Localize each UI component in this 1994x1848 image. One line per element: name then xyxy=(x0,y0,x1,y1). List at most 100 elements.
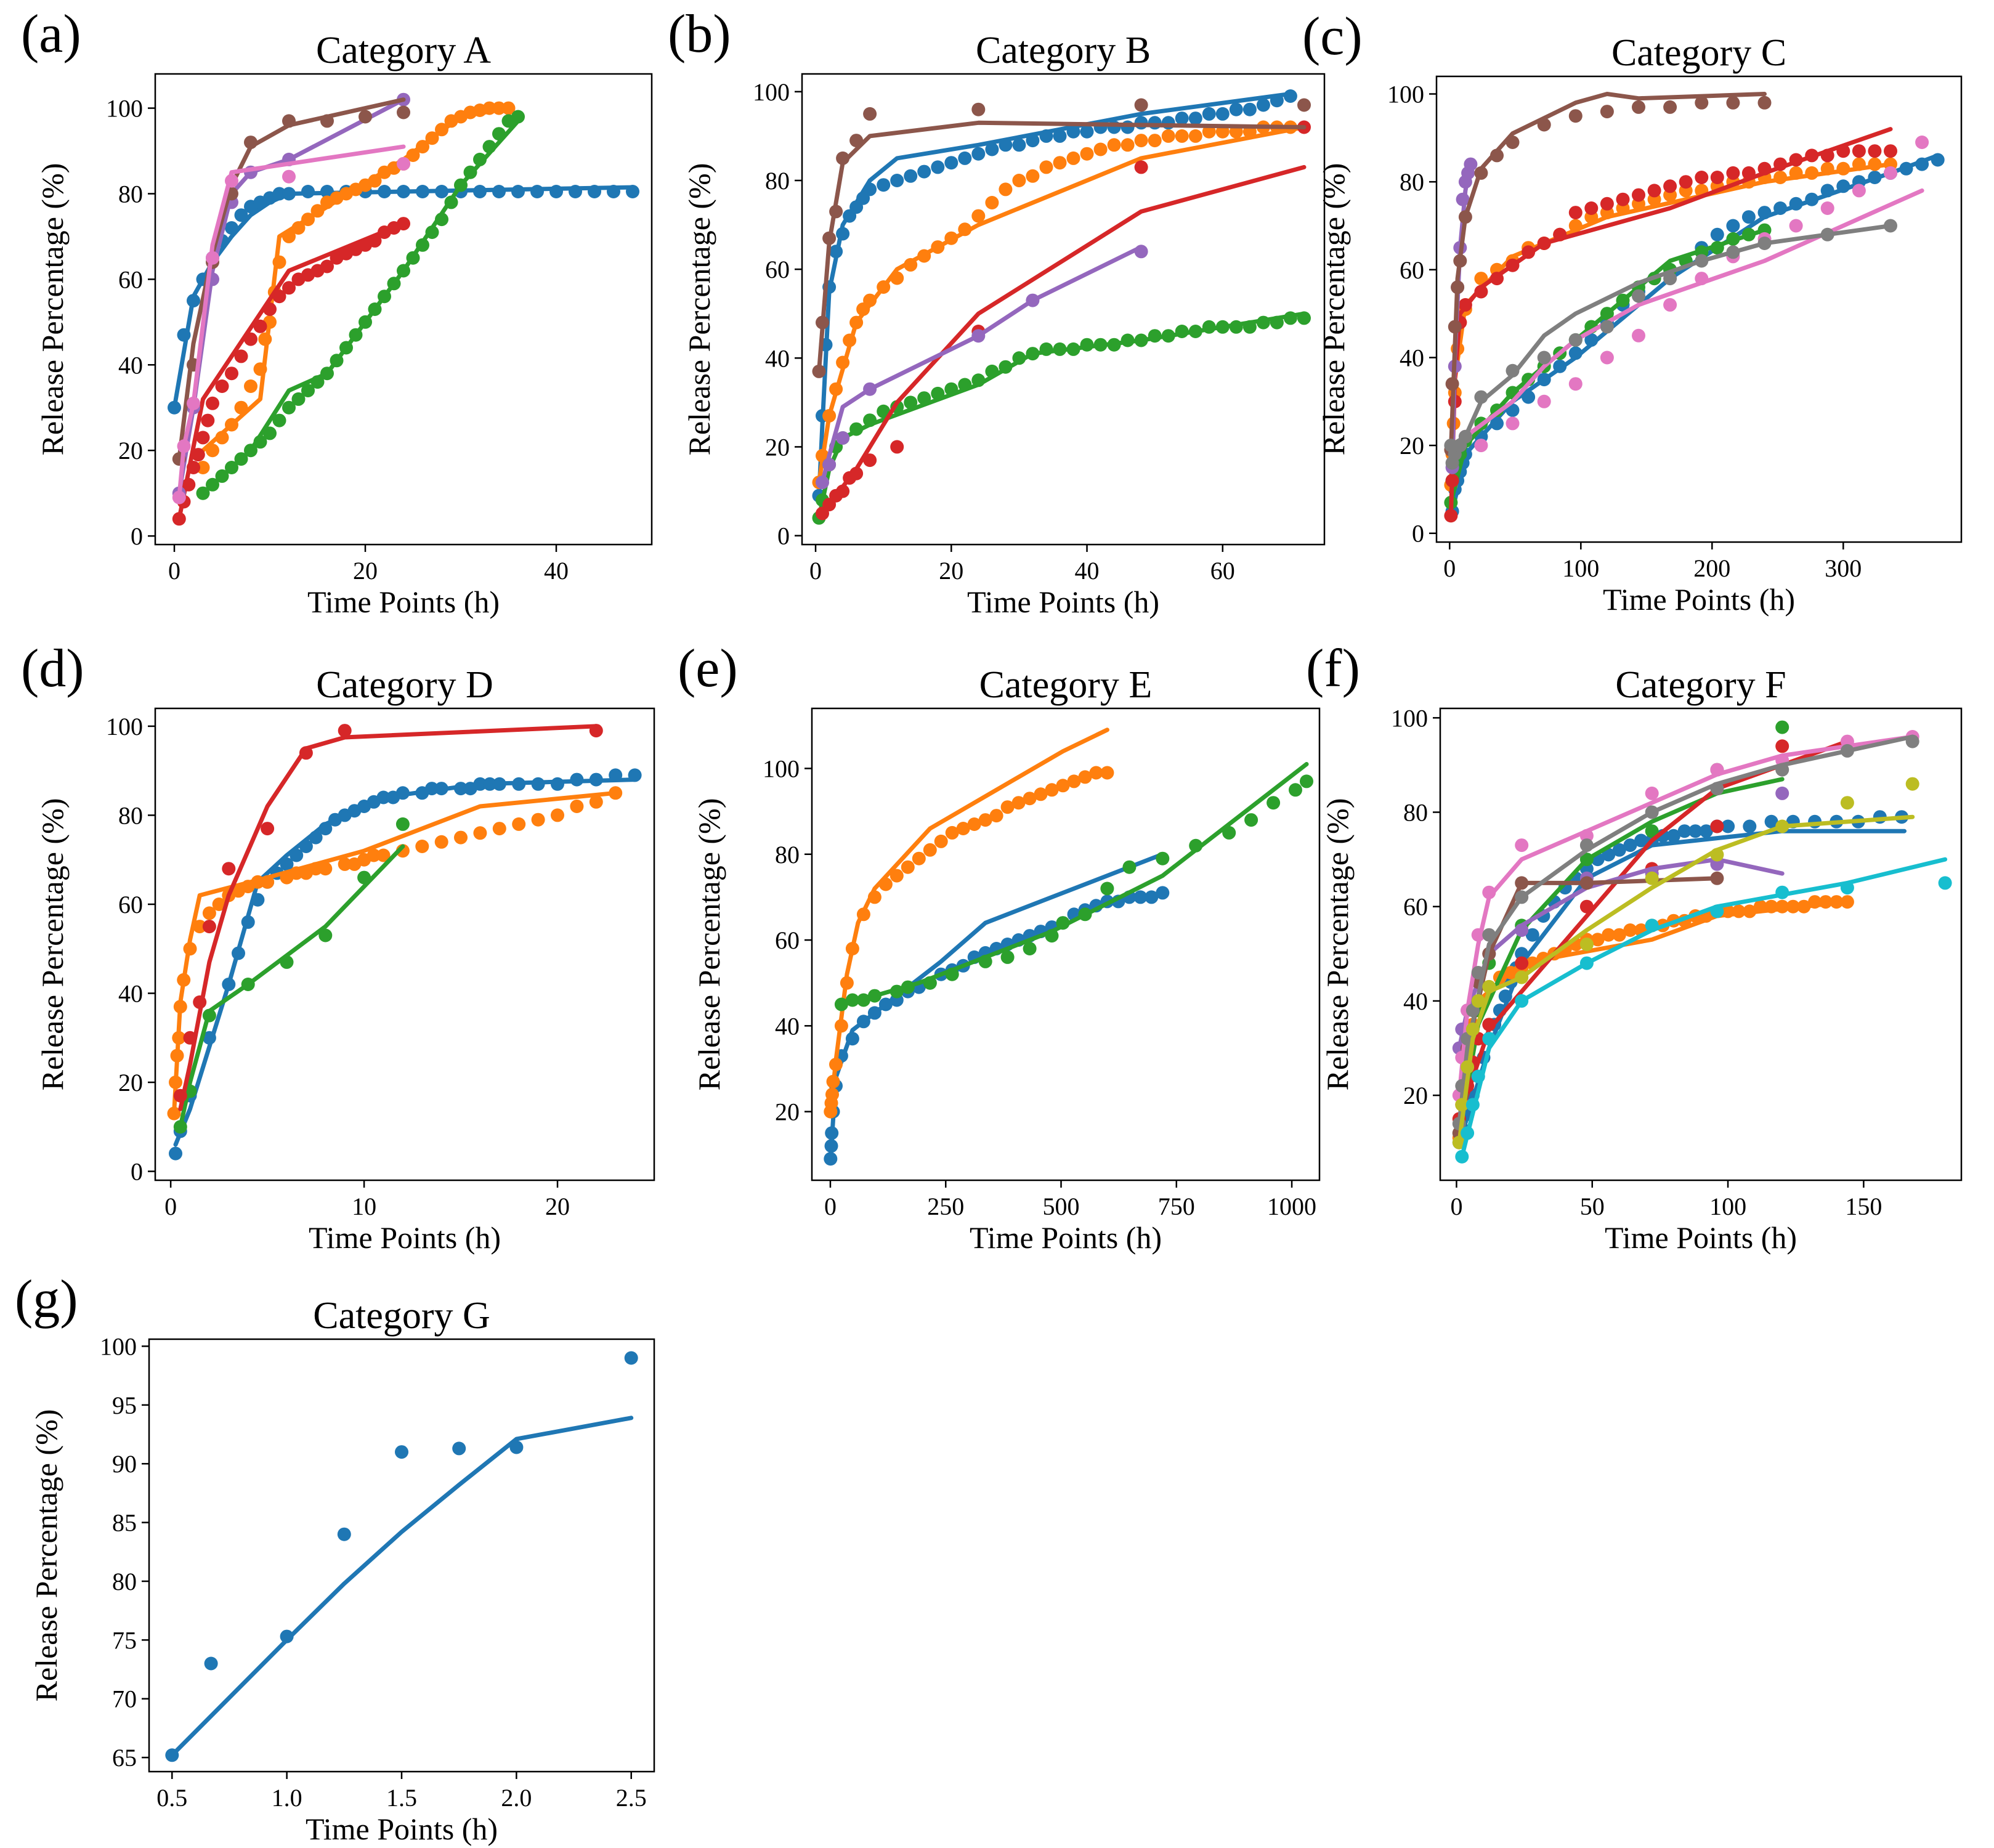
data-point xyxy=(1840,895,1854,909)
data-point xyxy=(1840,881,1854,895)
x-tick-label: 20 xyxy=(545,1193,570,1220)
data-point xyxy=(492,822,506,836)
data-point xyxy=(863,453,877,468)
data-point xyxy=(589,795,603,809)
data-point xyxy=(272,290,286,304)
data-point xyxy=(1283,89,1297,103)
data-point xyxy=(1868,171,1882,184)
data-point xyxy=(1451,280,1465,294)
data-point xyxy=(187,294,200,308)
data-point xyxy=(1515,876,1529,890)
data-point xyxy=(473,185,487,198)
y-tick-label: 80 xyxy=(775,841,800,869)
data-point xyxy=(1215,320,1230,334)
data-point xyxy=(1464,157,1478,171)
data-point xyxy=(1852,157,1866,171)
data-point xyxy=(1066,151,1080,165)
chart-title: Category D xyxy=(316,664,493,706)
data-point xyxy=(416,140,429,154)
data-point xyxy=(338,857,352,871)
data-point xyxy=(173,1088,187,1103)
y-tick-label: 20 xyxy=(1403,1082,1428,1109)
data-point xyxy=(1579,938,1594,951)
data-point xyxy=(196,431,210,445)
data-point xyxy=(483,777,497,791)
data-point xyxy=(1868,144,1882,158)
data-point xyxy=(1011,796,1026,810)
y-tick-label: 20 xyxy=(1400,432,1424,460)
data-point xyxy=(397,264,410,278)
data-point xyxy=(212,898,226,911)
data-point xyxy=(222,978,236,991)
data-point xyxy=(1840,734,1854,748)
data-point xyxy=(473,152,487,166)
data-point xyxy=(825,1087,839,1101)
x-tick-label: 0 xyxy=(824,1193,837,1220)
fit-line-green xyxy=(839,762,1309,1007)
data-point xyxy=(359,110,372,124)
data-point xyxy=(1584,333,1599,347)
data-point xyxy=(202,920,216,934)
y-tick-label: 60 xyxy=(1400,256,1424,284)
data-point xyxy=(234,349,248,363)
data-point xyxy=(624,1351,638,1365)
fit-line-pink xyxy=(1457,734,1915,1098)
y-axis-label: Release Percentage (%) xyxy=(29,1409,63,1702)
data-point xyxy=(1905,734,1919,748)
data-point xyxy=(878,997,893,1011)
x-tick-label: 20 xyxy=(939,557,963,585)
y-tick-label: 80 xyxy=(1403,799,1428,827)
x-tick-label: 10 xyxy=(352,1193,376,1220)
data-point xyxy=(843,333,857,347)
plot-area xyxy=(168,92,639,526)
data-point xyxy=(1448,320,1462,334)
data-point xyxy=(1710,763,1724,777)
data-point xyxy=(1840,796,1854,810)
data-point xyxy=(492,777,506,791)
data-point xyxy=(569,185,582,198)
panel-letter: (e) xyxy=(678,639,738,699)
data-point xyxy=(878,877,893,891)
data-point xyxy=(944,382,958,396)
data-point xyxy=(1078,907,1092,922)
plot-frame xyxy=(811,707,1321,1181)
data-point xyxy=(999,138,1013,152)
chart-panel-3: (c) Category C0 100 200 300020406080100Time … xyxy=(1302,7,1963,617)
data-point xyxy=(337,1527,351,1541)
data-point xyxy=(310,204,325,218)
data-point xyxy=(1743,904,1757,918)
data-point xyxy=(1938,876,1952,890)
data-point xyxy=(1471,966,1485,979)
data-point xyxy=(1189,838,1203,853)
data-point xyxy=(1107,138,1121,152)
y-tick-label: 70 xyxy=(112,1685,137,1713)
panel-letter: (d) xyxy=(21,639,84,699)
data-point xyxy=(1229,320,1243,334)
y-tick-label: 85 xyxy=(112,1509,137,1537)
data-point xyxy=(165,1748,179,1762)
x-axis-label: Time Points (h) xyxy=(967,585,1159,619)
data-point xyxy=(1067,774,1081,788)
data-point xyxy=(253,435,267,449)
data-point xyxy=(923,843,937,857)
data-point xyxy=(512,817,526,831)
data-point xyxy=(261,875,275,889)
data-point xyxy=(824,1152,838,1166)
data-point xyxy=(282,187,296,201)
data-point xyxy=(225,367,238,381)
y-axis-label: Release Percentage (%) xyxy=(1316,163,1351,456)
x-tick-label: 2.0 xyxy=(501,1784,532,1812)
data-point xyxy=(1568,206,1583,220)
y-tick-label: 60 xyxy=(118,265,143,293)
data-point xyxy=(1458,298,1472,312)
data-point xyxy=(1506,403,1520,417)
data-point xyxy=(263,426,277,440)
data-point xyxy=(1753,899,1767,914)
data-point xyxy=(452,1441,466,1456)
data-point xyxy=(890,869,904,883)
data-point xyxy=(1121,120,1135,134)
data-point xyxy=(1461,1060,1475,1074)
chart-panel-1: (a) Category A 0 20 40 0 20 40 60 80 100 Time Point… xyxy=(21,4,653,619)
data-point xyxy=(1710,782,1724,796)
data-point xyxy=(999,182,1013,197)
